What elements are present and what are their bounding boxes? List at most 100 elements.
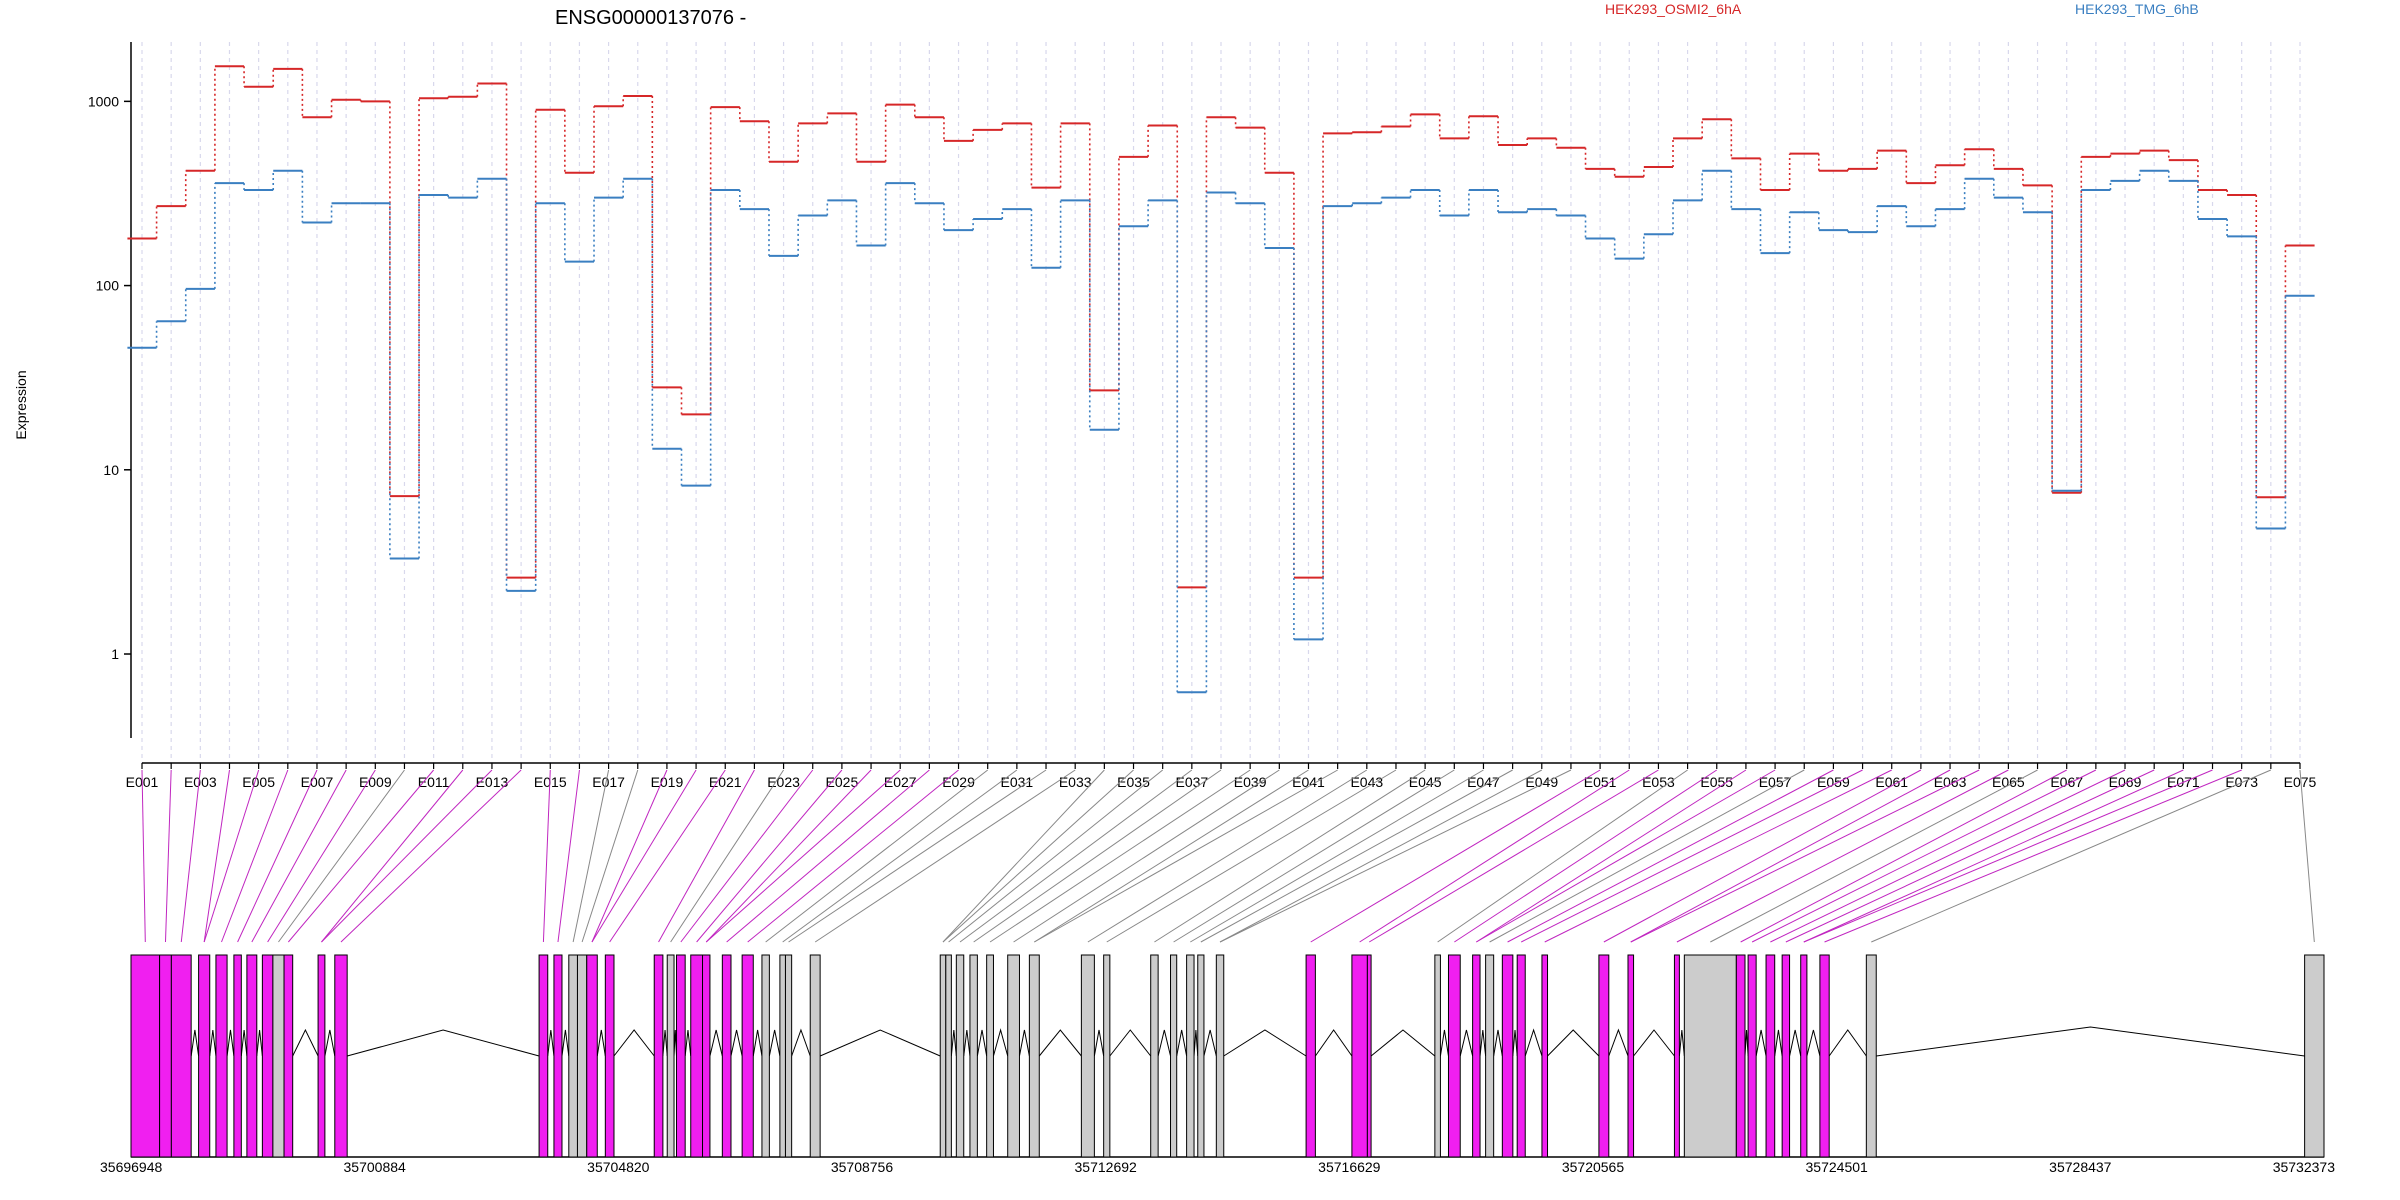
exon-connector — [1507, 769, 1834, 943]
x-tick-label: E045 — [1409, 774, 1442, 790]
exon-connector — [680, 769, 814, 943]
intron — [1828, 1029, 1867, 1057]
exon-connector — [591, 769, 668, 943]
exon-connector — [1154, 769, 1426, 943]
x-tick-label: E025 — [826, 774, 859, 790]
intron — [1493, 1029, 1503, 1057]
x-tick-label: E037 — [1175, 774, 1208, 790]
y-tick-label: 10 — [103, 462, 119, 478]
intron — [1678, 1029, 1685, 1057]
exon-connector — [1034, 769, 1309, 943]
intron — [547, 1029, 555, 1057]
x-tick-label: E043 — [1350, 774, 1383, 790]
exon-connector — [1520, 769, 1863, 943]
intron — [730, 1029, 743, 1057]
exon-box — [538, 954, 549, 1158]
x-tick-label: E053 — [1642, 774, 1675, 790]
exon-box — [170, 954, 192, 1158]
exon-box — [553, 954, 563, 1158]
intron — [976, 1029, 988, 1057]
exon-connector — [1871, 769, 2272, 943]
exon-box — [317, 954, 326, 1158]
exon-box — [702, 954, 711, 1158]
exon-box — [1366, 954, 1372, 1158]
intron — [1876, 1026, 2305, 1057]
exon-box — [233, 954, 242, 1158]
genomic-coordinate-label: 35732373 — [2273, 1159, 2336, 1175]
intron — [256, 1029, 263, 1057]
intron — [1774, 1029, 1783, 1057]
chart-title: ENSG00000137076 - — [555, 7, 746, 29]
exon-box — [1765, 954, 1776, 1158]
x-tick-label: E015 — [534, 774, 567, 790]
y-axis-label: Expression — [13, 370, 29, 439]
exon-connector — [221, 769, 289, 943]
x-tick-label: E047 — [1467, 774, 1500, 790]
intron — [596, 1029, 606, 1057]
exon-box — [809, 954, 821, 1158]
exon-connector — [1219, 769, 1543, 943]
exon-connector — [267, 769, 376, 943]
exon-box — [1434, 954, 1441, 1158]
intron — [1512, 1029, 1518, 1057]
exon-connector — [1476, 769, 1747, 943]
x-tick-label: E029 — [942, 774, 975, 790]
genomic-coordinate-label: 35700884 — [344, 1159, 407, 1175]
exon-connector — [203, 769, 260, 943]
legend-series-tmg: HEK293_TMG_6hB — [2075, 1, 2199, 17]
exon-box — [604, 954, 615, 1158]
exon-box — [761, 954, 770, 1158]
y-tick-label: 1 — [111, 646, 119, 662]
exon-box — [784, 954, 793, 1158]
x-tick-label: E039 — [1234, 774, 1267, 790]
genomic-coordinate-label: 35712692 — [1075, 1159, 1138, 1175]
y-tick-label: 1000 — [88, 93, 119, 109]
intron — [1744, 1029, 1749, 1057]
intron — [1806, 1029, 1821, 1057]
exon-connector — [814, 769, 1076, 943]
intron — [1479, 1029, 1487, 1057]
intron — [1203, 1029, 1217, 1057]
exon-connector — [942, 769, 1134, 943]
x-tick-label: E065 — [1992, 774, 2025, 790]
intron — [1093, 1029, 1105, 1057]
exon-connector — [2299, 769, 2315, 943]
exon-box — [2304, 954, 2325, 1158]
exon-box — [1501, 954, 1514, 1158]
exon-connector — [1200, 769, 1513, 943]
exon-connector — [788, 769, 1047, 943]
exon-connector — [942, 769, 1105, 943]
x-tick-label: E007 — [301, 774, 334, 790]
intron — [992, 1028, 1009, 1057]
exon-connector — [1751, 769, 2097, 943]
genomic-coordinate-label: 35728437 — [2049, 1159, 2112, 1175]
intron — [561, 1029, 570, 1057]
exon-connector — [1454, 769, 1718, 943]
x-tick-label: E049 — [1525, 774, 1558, 790]
exon-connector — [321, 769, 464, 943]
x-tick-label: E023 — [767, 774, 800, 790]
intron — [1193, 1029, 1199, 1057]
exon-connector — [203, 769, 230, 943]
x-tick-label: E009 — [359, 774, 392, 790]
exon-box — [1819, 954, 1830, 1158]
x-tick-label: E027 — [884, 774, 917, 790]
exon-connector — [141, 769, 146, 943]
exon-box — [159, 954, 172, 1158]
exon-box — [721, 954, 732, 1158]
gene-model: 35696948 35700884 35704820 35708756 35712692… — [100, 954, 2336, 1175]
exon-connector — [251, 769, 347, 943]
intron — [1018, 1029, 1030, 1057]
exon-connector — [747, 769, 959, 943]
intron — [240, 1029, 248, 1057]
exon-connector — [1785, 769, 2155, 943]
exon-box — [1447, 954, 1461, 1158]
intron — [1524, 1028, 1543, 1057]
exon-connector — [1710, 769, 2038, 943]
exon-connector — [1437, 769, 1688, 943]
exon-connector — [1544, 769, 1892, 943]
x-tick-label: E017 — [592, 774, 625, 790]
intron — [613, 1029, 655, 1057]
intron — [1157, 1029, 1172, 1057]
x-tick-label: E051 — [1584, 774, 1617, 790]
